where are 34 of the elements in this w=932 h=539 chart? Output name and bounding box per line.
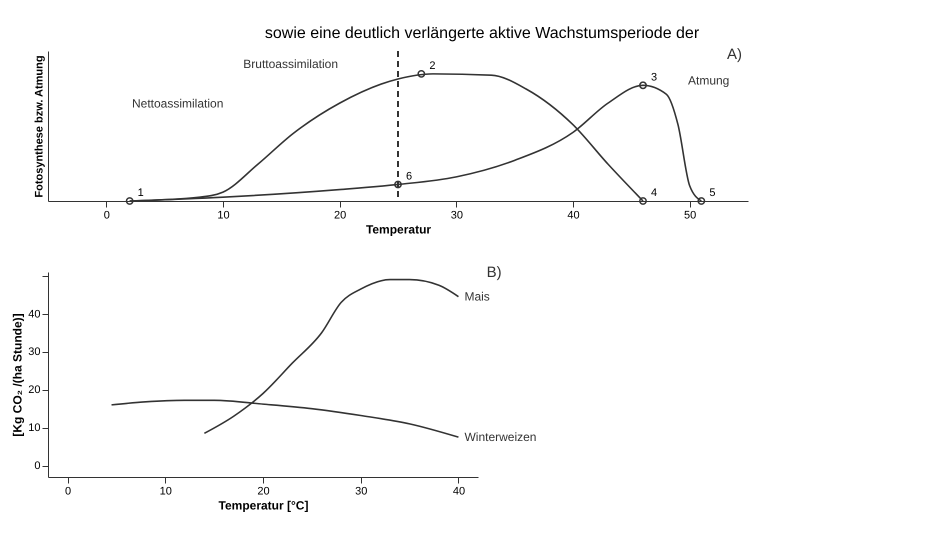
x-tick-label: 30	[450, 210, 463, 222]
x-tick-label: 20	[334, 210, 346, 222]
text: B)	[486, 264, 502, 281]
y-axis-title: Fotosynthese bzw. Atmung	[34, 55, 46, 198]
annotation: 6	[406, 170, 412, 182]
x-tick-label: 0	[104, 210, 110, 222]
y-tick-label: 0	[34, 460, 40, 472]
x-axis-title: Temperatur	[366, 222, 432, 236]
annotation: 4	[651, 187, 658, 199]
annotation: 3	[651, 71, 658, 84]
x-tick-label: 40	[567, 210, 580, 222]
series-label: Mais	[464, 290, 490, 304]
series-label: Winterweizen	[464, 430, 536, 444]
y-tick-label: 40	[28, 308, 40, 320]
text: Bruttoassimilation	[243, 56, 338, 71]
series-label: Atmung	[688, 73, 730, 88]
x-tick-label: 10	[217, 210, 230, 222]
x-tick-label: 0	[64, 486, 72, 498]
x-tick-label: 10	[160, 486, 172, 498]
annotation: 2	[429, 60, 436, 72]
annotation: 1	[138, 187, 144, 199]
text: sowie eine deutlich verlängerte aktive Wachstumsperiode der	[264, 25, 700, 42]
text: A)	[727, 46, 742, 63]
y-tick-label: 30	[28, 346, 40, 358]
y-axis-title: [Kg CO₂ /(ha Stunde)]	[10, 313, 24, 437]
annotation: Nettoassimilation	[132, 96, 224, 110]
x-tick-label: 30	[355, 486, 368, 498]
y-tick-label: 10	[28, 422, 40, 434]
x-tick-label: 40	[452, 486, 466, 498]
x-tick-label: 50	[684, 210, 696, 222]
annotation: 5	[709, 187, 716, 199]
x-axis-title: Temperatur [°C]	[218, 498, 308, 512]
x-tick-label: 20	[257, 486, 270, 498]
y-tick-label: 20	[28, 384, 40, 396]
